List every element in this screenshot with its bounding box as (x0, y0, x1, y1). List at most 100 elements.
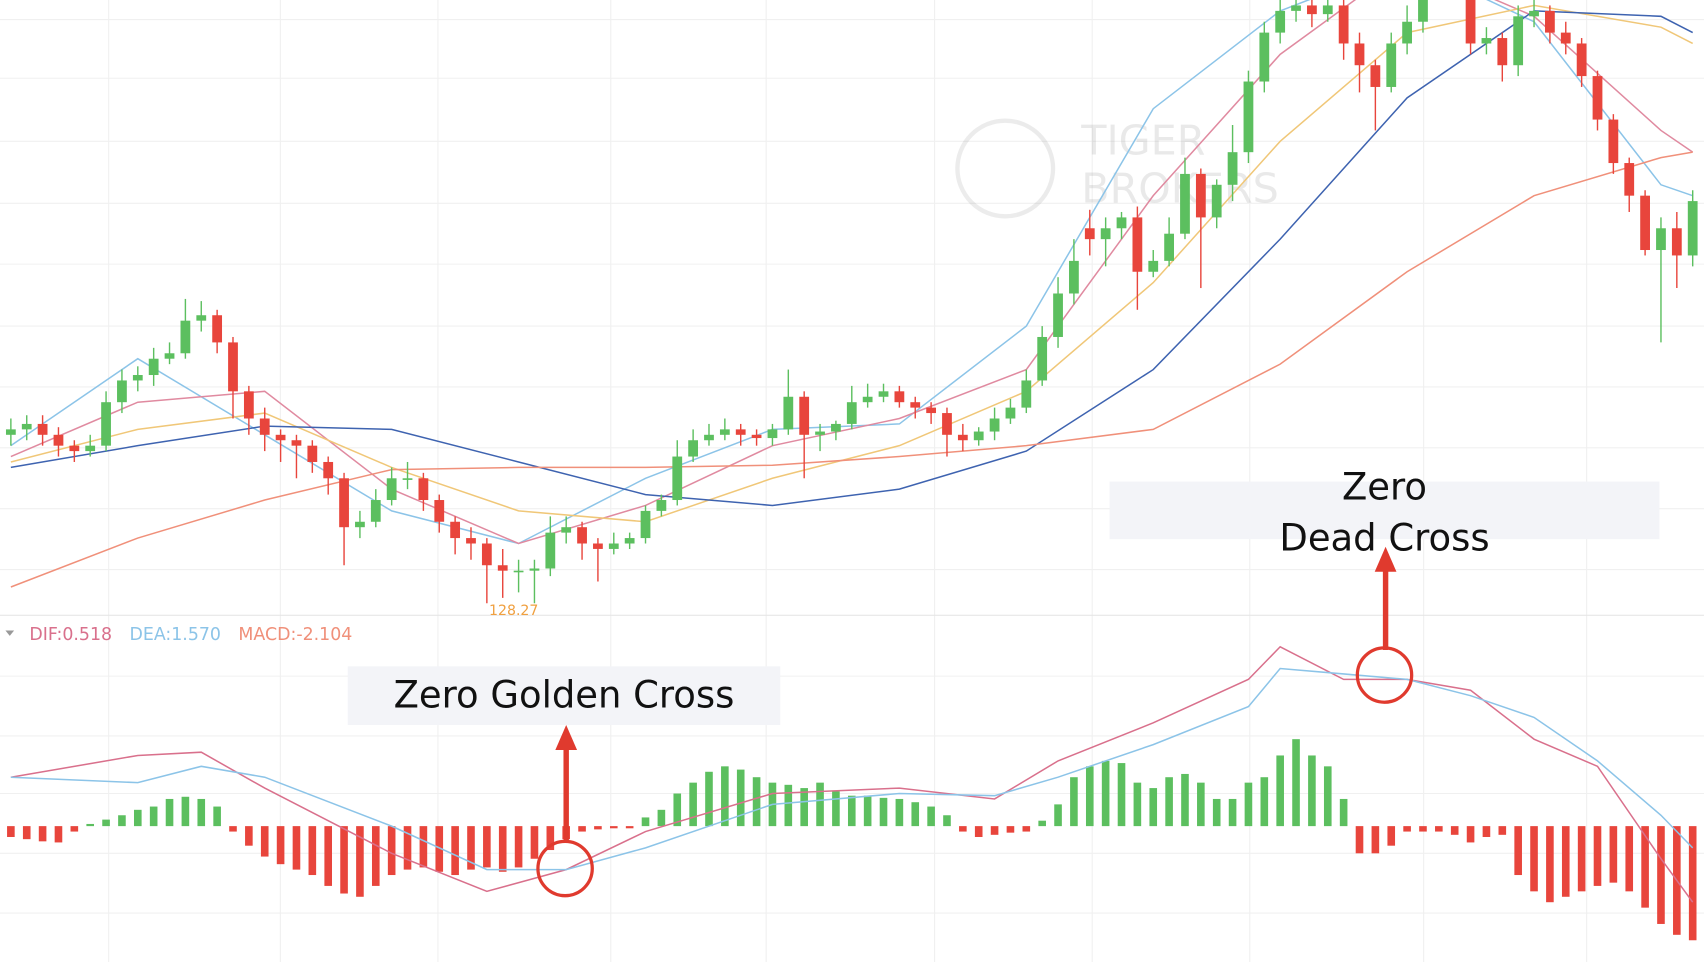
macd-bar (657, 809, 666, 827)
macd-bar (181, 796, 190, 827)
macd-bar (625, 826, 634, 829)
macd-bar (673, 793, 682, 827)
candle-body (894, 391, 905, 403)
candle-body (307, 445, 318, 462)
macd-bar (340, 826, 348, 894)
candle-body (101, 402, 111, 446)
candle-body (1624, 163, 1635, 196)
candle-body (815, 431, 825, 435)
candle-body (1195, 173, 1206, 218)
macd-bar (213, 806, 221, 827)
candle-body (291, 440, 302, 446)
candle-body (989, 418, 1000, 432)
macd-bar (594, 826, 602, 830)
candle-body (275, 434, 286, 441)
macd-bar (435, 826, 444, 872)
candle-body (1211, 184, 1222, 218)
candle-body (593, 543, 603, 549)
candle-body (1084, 228, 1095, 240)
macd-bar (1482, 826, 1491, 837)
macd-bar (1260, 777, 1269, 827)
macd-bar (308, 826, 317, 876)
candle-body (481, 543, 492, 566)
candle-body (1100, 228, 1111, 240)
macd-bar (832, 791, 840, 827)
candle-body (878, 391, 889, 397)
candle-body (148, 358, 159, 376)
macd-bar (197, 798, 206, 827)
candle-body (1227, 152, 1238, 185)
candle-body (228, 342, 238, 392)
legend-entry: DIF:0.518 (29, 625, 112, 645)
macd-bar (387, 826, 396, 876)
candle-body (196, 315, 207, 321)
macd-bar (816, 782, 824, 827)
line-series (10, 0, 1694, 545)
macd-bar (245, 826, 253, 846)
macd-bar (800, 788, 808, 827)
macd-bar (911, 802, 920, 827)
macd-bar (1308, 755, 1316, 827)
candle-body (1370, 65, 1381, 87)
macd-bar (324, 826, 332, 886)
macd-bar (879, 797, 888, 827)
candle-body (1687, 201, 1698, 256)
candle-body (577, 527, 587, 544)
macd-bar (1276, 755, 1284, 827)
macd-bar (1101, 760, 1110, 827)
candle-body (767, 429, 778, 439)
candle-body (1338, 5, 1349, 44)
macd-bar (1546, 826, 1554, 903)
macd-bar (1625, 826, 1634, 892)
candle-body (656, 500, 667, 511)
macd-bar (260, 826, 269, 857)
macd-bar (86, 823, 95, 827)
candle-body (942, 413, 952, 435)
candle-body (1402, 21, 1412, 44)
candle-body (1671, 228, 1682, 256)
macd-bar (1149, 788, 1158, 827)
macd-bar (356, 826, 364, 897)
legend-entry: MACD:-2.104 (238, 625, 352, 645)
candle-body (973, 431, 984, 441)
candle-body (466, 538, 476, 544)
low-label: 128.27 (489, 603, 538, 619)
macd-bar (1641, 826, 1649, 908)
candle-body (259, 418, 270, 435)
macd-bar (1435, 826, 1443, 832)
macd-bar (149, 806, 158, 827)
candle-body (1386, 43, 1397, 87)
macd-bar (276, 826, 285, 865)
candle-body (1148, 260, 1159, 272)
candle-body (735, 429, 746, 435)
candle-body (243, 391, 254, 419)
candle-body (561, 527, 572, 533)
macd-bar (1228, 798, 1237, 827)
legend-entry: DEA:1.570 (129, 625, 221, 645)
candle-body (672, 456, 683, 501)
candle-body (1307, 5, 1317, 15)
macd-bar (641, 817, 650, 827)
candle-body (1275, 10, 1286, 33)
macd-bar (70, 826, 79, 832)
macd-bar (1688, 826, 1697, 941)
candle-body (5, 429, 16, 435)
macd-bar (467, 826, 475, 870)
candle-body (386, 478, 397, 501)
macd-bar (38, 826, 47, 842)
macd-bar (514, 826, 523, 868)
candle-body (846, 402, 857, 424)
macd-bar (1197, 782, 1205, 827)
macd-bar (895, 798, 904, 827)
macd-bar (736, 769, 745, 827)
macd-bar (927, 806, 935, 827)
macd-bar (1117, 763, 1126, 827)
annotation-text: Zero (1342, 466, 1427, 509)
candle-body (831, 423, 841, 432)
candle-body (529, 568, 540, 571)
candle-body (1243, 81, 1254, 153)
candle-body (688, 440, 699, 457)
macd-bar (609, 826, 618, 829)
